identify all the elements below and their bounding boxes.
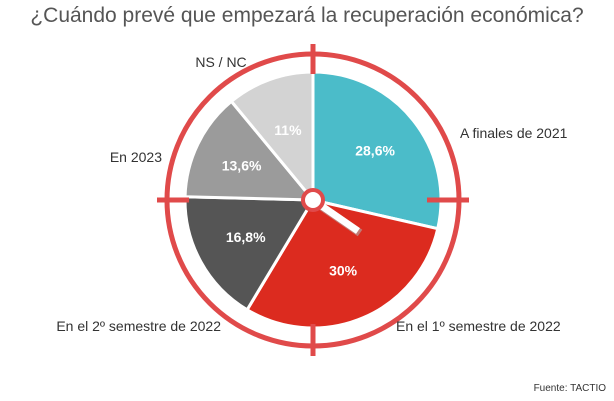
value-label-a-finales-de-2021: 28,6% (355, 143, 395, 159)
category-label-en-el-2-semestre-de-2022: En el 2º semestre de 2022 (56, 318, 221, 334)
value-label-en-el-1-semestre-de-2022: 30% (329, 263, 358, 279)
center-hub-dot (309, 196, 317, 204)
value-label-en-2023: 13,6% (222, 157, 262, 173)
category-label-a-finales-de-2021: A finales de 2021 (460, 125, 568, 141)
labels-layer: 28,6% A finales de 2021 30% En el 1º semest… (56, 54, 567, 334)
category-label-en-el-1-semestre-de-2022: En el 1º semestre de 2022 (396, 318, 561, 334)
source-note: Fuente: TACTIO (533, 383, 606, 394)
slices-layer (183, 70, 443, 330)
category-label-ns-nc: NS / NC (195, 54, 246, 70)
pie-slice-a-finales-de-2021 (311, 70, 443, 231)
pie-slice-ns-nc (229, 70, 315, 202)
category-label-en-2023: En 2023 (110, 149, 162, 165)
value-label-ns-nc: 11% (274, 122, 302, 138)
pie-slice-en-el-2-semestre-de-2022 (183, 195, 315, 312)
chart-title: ¿Cuándo prevé que empezará la recuperaci… (30, 4, 584, 27)
pie-slice-en-2023 (183, 99, 315, 202)
value-label-en-el-2-semestre-de-2022: 16,8% (226, 229, 266, 245)
gauge-ring (157, 44, 469, 356)
